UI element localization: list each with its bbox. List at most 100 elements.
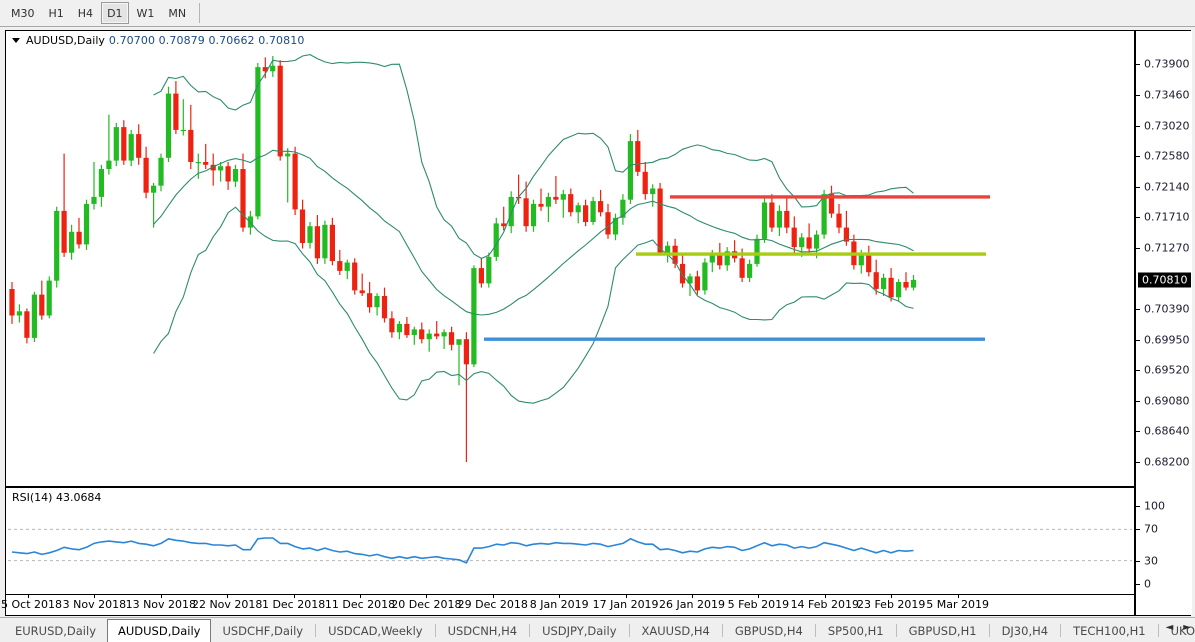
chart-tab-tech100-h1[interactable]: TECH100,H1 xyxy=(1073,624,1146,638)
rsi-pane[interactable]: RSI(14) 43.0684 xyxy=(6,488,1190,594)
date-tick xyxy=(227,595,229,598)
date-axis-label: 29 Dec 2018 xyxy=(457,598,528,611)
date-axis-label: 26 Jan 2019 xyxy=(659,598,725,611)
rsi-scale-label: 30 xyxy=(1144,554,1158,568)
scroll-left-icon[interactable]: ◄ xyxy=(1165,622,1174,633)
timeframe-button-m30[interactable]: M30 xyxy=(11,6,35,20)
tab-separator xyxy=(315,624,317,637)
price-scale-label: 0.73020 xyxy=(1144,119,1190,133)
date-tick xyxy=(28,595,29,598)
rsi-tick xyxy=(1136,506,1140,507)
price-scale-label: 0.68640 xyxy=(1144,424,1190,438)
price-scale-label: 0.69950 xyxy=(1144,333,1190,347)
price-scale[interactable]: 0.73900 0.73460 0.73020 0.72580 0.72140 0.717… xyxy=(1134,31,1192,615)
date-axis-divider xyxy=(6,594,1190,595)
chart-tab-eurusd-daily[interactable]: EURUSD,Daily xyxy=(15,624,96,638)
date-axis-label: 22 Nov 2018 xyxy=(191,598,263,611)
rsi-scale-label: 0 xyxy=(1144,577,1151,591)
tab-separator xyxy=(814,624,816,637)
date-axis-label: 11 Dec 2018 xyxy=(324,598,396,611)
price-scale-label: 0.71710 xyxy=(1144,210,1190,224)
price-pane[interactable] xyxy=(6,31,1190,486)
rsi-indicator-chart[interactable] xyxy=(6,488,1134,594)
price-scale-label: 0.71270 xyxy=(1144,241,1190,255)
date-tick xyxy=(492,595,494,598)
timeframe-button-h4[interactable]: H4 xyxy=(77,6,94,20)
timeframe-button-w1[interactable]: W1 xyxy=(136,6,155,20)
tab-separator xyxy=(628,624,630,637)
date-axis-label: 25 Oct 2018 xyxy=(0,598,63,611)
chart-tab-usdcad-weekly[interactable]: USDCAD,Weekly xyxy=(328,624,423,638)
tab-separator xyxy=(988,624,990,637)
price-tick xyxy=(1136,247,1140,249)
price-tick xyxy=(1136,125,1140,127)
date-axis-label: 14 Feb 2019 xyxy=(790,598,860,611)
date-axis-label: 20 Dec 2018 xyxy=(391,598,462,611)
toolbar-grip[interactable] xyxy=(0,3,4,23)
rsi-tick xyxy=(1136,529,1140,531)
price-tick xyxy=(1136,64,1140,66)
chart-tab-xauusd-h4[interactable]: XAUUSD,H4 xyxy=(641,624,710,638)
date-axis-label: 23 Feb 2019 xyxy=(856,598,926,611)
date-tick xyxy=(293,595,295,598)
tab-separator xyxy=(721,624,723,637)
tab-separator xyxy=(1060,624,1062,637)
chart-tab-dj30-h4[interactable]: DJ30,H4 xyxy=(1001,624,1049,638)
price-tick xyxy=(1136,431,1140,433)
price-scale-label: 0.72140 xyxy=(1144,180,1190,194)
date-tick xyxy=(692,595,693,598)
chart-frame: AUDUSD,Daily 0.70700 0.70879 0.70662 0.7… xyxy=(0,30,1192,616)
tab-separator xyxy=(529,624,531,637)
rsi-scale-label: 70 xyxy=(1144,522,1158,536)
collapse-caret-icon[interactable] xyxy=(12,38,20,43)
date-axis-label: 1 Dec 2018 xyxy=(261,598,326,611)
price-scale-label: 0.69520 xyxy=(1144,363,1190,377)
candlestick-chart[interactable] xyxy=(6,31,1134,486)
date-tick xyxy=(426,595,428,598)
chart-tab-gbpusd-h1[interactable]: GBPUSD,H1 xyxy=(908,624,977,638)
price-tick xyxy=(1136,95,1140,96)
pane-divider xyxy=(6,486,1190,488)
date-tick xyxy=(559,595,561,598)
ohlc-values: 0.70700 0.70879 0.70662 0.70810 xyxy=(108,34,305,47)
date-tick xyxy=(891,595,893,598)
date-axis[interactable]: 25 Oct 2018 3 Nov 2018 13 Nov 2018 22 Nov 2… xyxy=(0,595,1190,615)
price-tick xyxy=(1136,309,1140,311)
chart-tab-sp500-h1[interactable]: SP500,H1 xyxy=(827,624,884,638)
price-scale-label: 0.68200 xyxy=(1144,455,1190,469)
timeframe-button-mn[interactable]: MN xyxy=(168,6,187,20)
rsi-tick xyxy=(1136,560,1140,562)
chart-tab-strip: EURUSD,Daily AUDUSD,Daily USDCHF,Daily USDC… xyxy=(0,617,1195,642)
current-price-label: 0.70810 xyxy=(1138,272,1191,288)
chart-tab-usdchf-daily[interactable]: USDCHF,Daily xyxy=(222,624,304,638)
chart-tab-gbpusd-h4[interactable]: GBPUSD,H4 xyxy=(734,624,803,638)
date-tick xyxy=(360,595,361,598)
tab-separator xyxy=(1157,624,1159,637)
date-axis-label: 8 Jan 2019 xyxy=(529,598,589,611)
tab-scroll-arrows: ◄ ► xyxy=(1166,622,1191,633)
chart-tabs: EURUSD,Daily AUDUSD,Daily USDCHF,Daily USDC… xyxy=(4,618,1195,642)
price-tick xyxy=(1136,369,1140,371)
chart-tab-usdjpy-daily[interactable]: USDJPY,Daily xyxy=(542,624,617,638)
price-tick xyxy=(1136,156,1140,158)
date-axis-label: 5 Mar 2019 xyxy=(926,598,989,611)
timeframe-button-h1[interactable]: H1 xyxy=(48,6,64,20)
chart-tab-audusd-daily[interactable]: AUDUSD,Daily xyxy=(107,619,212,642)
date-axis-label: 5 Feb 2019 xyxy=(727,598,790,611)
date-axis-label: 17 Jan 2019 xyxy=(592,598,659,611)
symbol-header: AUDUSD,Daily 0.70700 0.70879 0.70662 0.7… xyxy=(12,34,304,47)
price-tick xyxy=(1136,217,1140,219)
tab-separator xyxy=(895,624,897,637)
timeframe-button-d1[interactable]: D1 xyxy=(101,2,129,24)
scroll-right-icon[interactable]: ► xyxy=(1183,622,1191,633)
chart-tab-uko[interactable]: UKO xyxy=(1170,624,1195,638)
rsi-header-label: RSI(14) 43.0684 xyxy=(12,491,102,504)
price-tick xyxy=(1136,187,1140,189)
chart-tab-usdcnh-h4[interactable]: USDCNH,H4 xyxy=(447,624,518,638)
date-tick xyxy=(94,595,96,598)
rsi-scale-label: 100 xyxy=(1144,499,1165,513)
timeframe-button-group: M30 H1 H4 D1 W1 MN xyxy=(0,0,204,26)
price-scale-label: 0.73460 xyxy=(1144,88,1190,102)
toolbar-separator xyxy=(199,3,201,23)
